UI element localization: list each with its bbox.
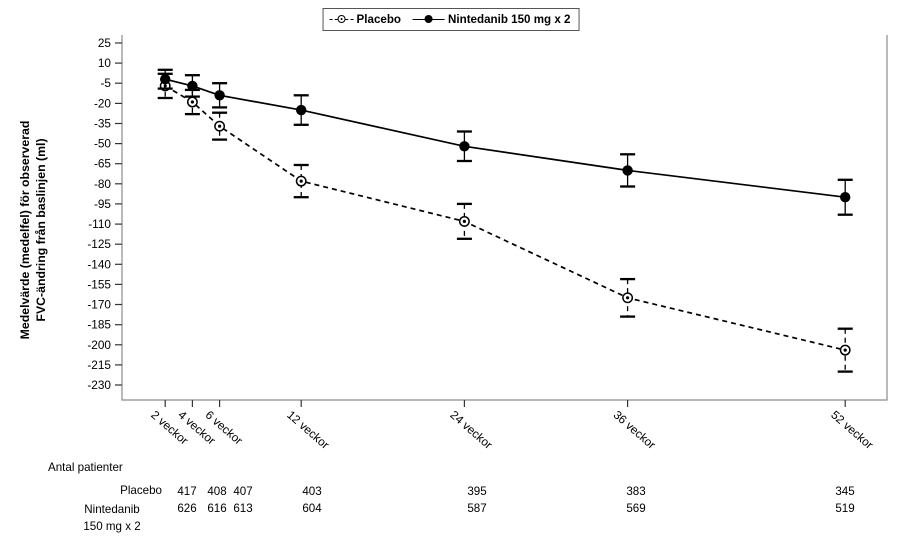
chart-legend: Placebo Nintedanib 150 mg x 2 <box>322 8 580 31</box>
patients-table-header: Antal patienter <box>48 461 123 474</box>
y-tick-label: -50 <box>94 137 111 151</box>
data-point-marker-nintedanib-150-mg-x-2 <box>622 165 633 176</box>
y-tick-label: 10 <box>98 56 112 70</box>
y-tick-label: -80 <box>94 177 111 191</box>
open-circle-marker-icon <box>337 15 346 23</box>
legend-label-placebo: Placebo <box>356 13 402 26</box>
patient-count-cell: 604 <box>302 502 322 515</box>
patient-count-cell: 587 <box>467 502 487 515</box>
patient-count-cell: 626 <box>177 502 197 515</box>
y-tick-label: -125 <box>87 237 111 251</box>
data-point-marker-nintedanib-150-mg-x-2 <box>160 74 171 85</box>
patient-count-cell: 417 <box>177 485 197 498</box>
patient-count-cell: 383 <box>626 485 646 498</box>
patients-row-label-nintedanib: Nintedanib 150 mg x 2 <box>83 503 141 533</box>
data-point-marker-dot <box>462 219 466 223</box>
placebo-line-sample-icon <box>329 15 354 23</box>
data-point-marker-dot <box>190 100 194 104</box>
patient-count-cell: 403 <box>302 485 322 498</box>
y-tick-label: -200 <box>87 338 111 352</box>
data-point-marker-nintedanib-150-mg-x-2 <box>459 141 470 152</box>
data-point-marker-dot <box>299 179 303 183</box>
y-tick-label: -5 <box>101 76 112 90</box>
y-tick-label: -185 <box>87 318 111 332</box>
patient-count-cell: 395 <box>467 485 487 498</box>
axis-frame <box>121 35 888 401</box>
filled-circle-marker-icon <box>425 15 434 23</box>
patients-row-label-placebo: Placebo <box>120 484 162 497</box>
y-tick-label: -215 <box>87 358 111 372</box>
y-tick-label: -110 <box>88 217 111 231</box>
y-tick-label: -170 <box>87 298 111 312</box>
y-tick-label: -20 <box>94 96 111 110</box>
y-tick-label: -230 <box>87 378 111 392</box>
patient-count-cell: 345 <box>835 485 855 498</box>
y-tick-label: -95 <box>94 197 111 211</box>
patient-count-cell: 408 <box>207 485 227 498</box>
data-point-marker-dot <box>626 296 630 300</box>
patient-count-cell: 407 <box>233 485 253 498</box>
data-point-marker-nintedanib-150-mg-x-2 <box>840 192 851 203</box>
data-point-marker-dot <box>843 348 847 352</box>
y-tick-label: -35 <box>94 117 111 131</box>
y-tick-label: 25 <box>98 36 112 50</box>
data-point-marker-dot <box>218 124 222 128</box>
patient-count-cell: 613 <box>233 502 253 515</box>
legend-item-nintedanib: Nintedanib 150 mg x 2 <box>413 13 570 26</box>
data-point-marker-nintedanib-150-mg-x-2 <box>214 90 225 101</box>
nintedanib-line-sample-icon <box>413 15 446 23</box>
data-point-marker-nintedanib-150-mg-x-2 <box>296 104 307 116</box>
legend-label-nintedanib: Nintedanib 150 mg x 2 <box>448 13 571 26</box>
patient-count-cell: 519 <box>835 502 855 515</box>
legend-item-placebo: Placebo <box>329 13 402 26</box>
patient-count-cell: 569 <box>626 502 646 515</box>
y-tick-label: -155 <box>87 277 111 291</box>
y-tick-label: -140 <box>87 257 111 271</box>
patient-count-cell: 616 <box>207 502 227 515</box>
data-point-marker-nintedanib-150-mg-x-2 <box>187 80 198 92</box>
y-tick-label: -65 <box>94 157 111 171</box>
